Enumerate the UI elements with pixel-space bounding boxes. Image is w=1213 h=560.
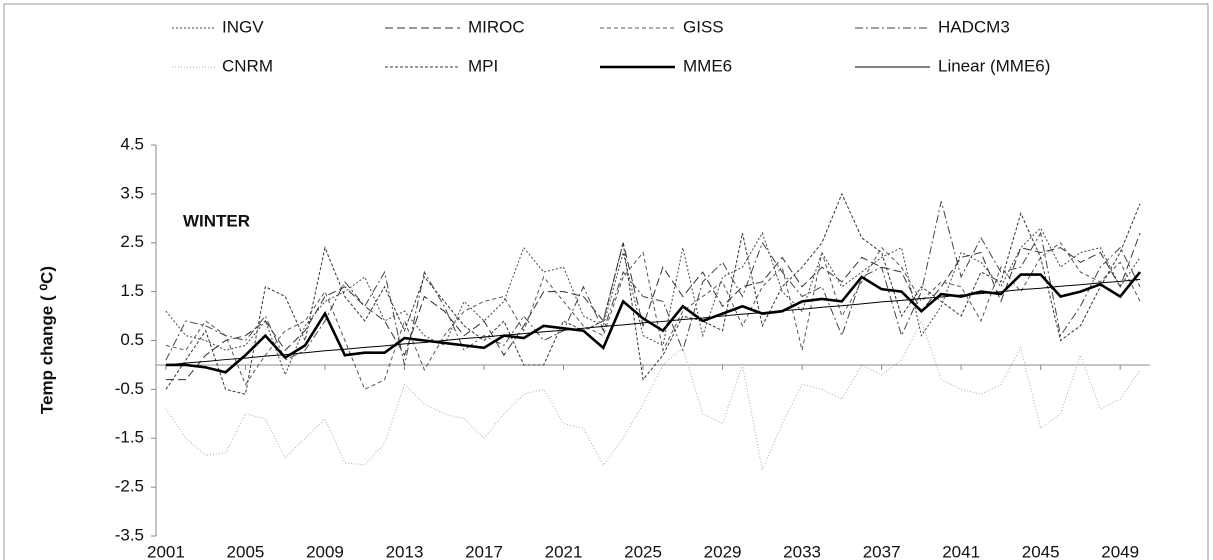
x-tick-label: 2025 [624, 542, 662, 560]
y-axis-label: Temp change ( ⁰C) [37, 266, 56, 414]
annotation: WINTER [183, 211, 250, 230]
series-line [165, 201, 1141, 366]
x-tick-label: 2013 [386, 542, 424, 560]
x-tick-label: 2017 [465, 542, 503, 560]
x-tick-label: 2005 [227, 542, 265, 560]
x-tick-label: 2045 [1022, 542, 1060, 560]
legend-label: MIROC [468, 17, 525, 36]
y-tick-label: -3.5 [115, 525, 144, 544]
x-tick-label: 2037 [863, 542, 901, 560]
y-tick-label: 4.5 [120, 134, 144, 153]
series-line [165, 319, 1141, 472]
y-tick-label: -0.5 [115, 379, 144, 398]
legend-label: MME6 [683, 56, 732, 75]
legend-label: GISS [683, 17, 724, 36]
chart-border [3, 3, 1209, 560]
series-line [165, 232, 1141, 381]
x-tick-label: 2009 [306, 542, 344, 560]
y-tick-label: -1.5 [115, 428, 144, 447]
x-tick-label: 2049 [1101, 542, 1139, 560]
series-line [165, 227, 1141, 377]
legend-label: CNRM [222, 56, 273, 75]
x-tick-label: 2033 [783, 542, 821, 560]
legend-label: HADCM3 [938, 17, 1010, 36]
legend-label: INGV [222, 17, 264, 36]
series-line [165, 192, 1141, 395]
y-tick-label: 2.5 [120, 232, 144, 251]
y-tick-label: 0.5 [120, 330, 144, 349]
series-line [165, 278, 1141, 366]
legend-label: MPI [468, 56, 498, 75]
y-tick-label: 1.5 [120, 281, 144, 300]
legend-label: Linear (MME6) [938, 56, 1050, 75]
y-tick-label: -2.5 [115, 477, 144, 496]
x-tick-label: 2041 [942, 542, 980, 560]
y-tick-label: 3.5 [120, 183, 144, 202]
series-line [165, 271, 1142, 374]
x-tick-label: 2029 [704, 542, 742, 560]
series-line [165, 242, 1141, 391]
x-tick-label: 2021 [545, 542, 583, 560]
x-tick-label: 2001 [147, 542, 185, 560]
